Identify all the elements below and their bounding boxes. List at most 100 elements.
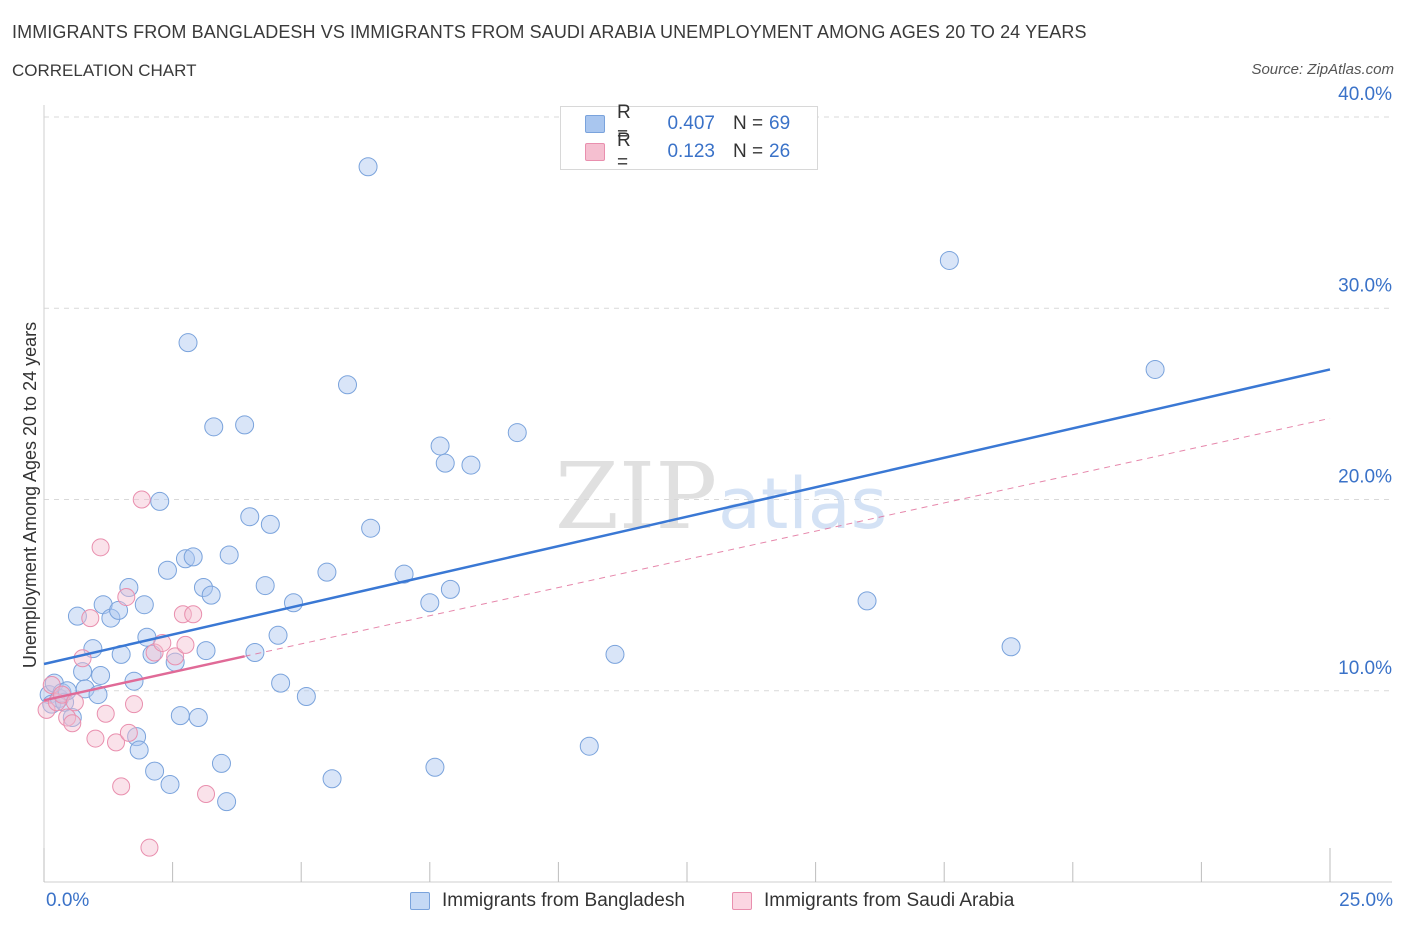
source-note: Source: ZipAtlas.com xyxy=(1251,61,1394,78)
point-bangladesh xyxy=(193,577,213,597)
point-bangladesh xyxy=(175,549,195,569)
point-bangladesh xyxy=(134,595,154,615)
point-saudi-arabia xyxy=(112,777,131,796)
point-saudi-arabia xyxy=(145,643,164,662)
point-bangladesh xyxy=(91,665,111,685)
point-bangladesh xyxy=(271,673,291,693)
point-bangladesh xyxy=(101,608,121,628)
point-bangladesh xyxy=(157,560,177,580)
legend-r-label: R = xyxy=(617,130,631,173)
legend-n-label: N = xyxy=(733,113,764,134)
point-bangladesh xyxy=(219,545,239,565)
y-tick-label: 40.0% xyxy=(1338,84,1392,105)
legend-row-bangladesh: R = 0.407 N = 69 xyxy=(585,102,791,145)
y-tick-label: 20.0% xyxy=(1338,467,1392,488)
point-bangladesh xyxy=(605,644,625,664)
point-saudi-arabia xyxy=(73,649,92,668)
point-saudi-arabia xyxy=(125,695,144,714)
correlation-legend: R = 0.407 N = 69 R = 0.123 N = 26 xyxy=(560,102,818,173)
legend-r-label: R = xyxy=(617,102,631,145)
point-saudi-arabia xyxy=(58,708,77,727)
point-bangladesh xyxy=(183,547,203,567)
point-bangladesh xyxy=(361,518,381,538)
point-bangladesh xyxy=(62,708,82,728)
legend-swatch-bangladesh xyxy=(585,115,605,133)
point-bangladesh xyxy=(317,562,337,582)
point-saudi-arabia xyxy=(107,733,126,752)
point-bangladesh xyxy=(178,333,198,353)
point-bangladesh xyxy=(939,250,959,270)
point-saudi-arabia xyxy=(184,605,203,624)
point-saudi-arabia xyxy=(81,609,100,628)
watermark: ZIP atlas xyxy=(555,443,887,550)
point-bangladesh xyxy=(1001,637,1021,657)
point-bangladesh xyxy=(420,593,440,613)
legend-label-saudi-arabia: Immigrants from Saudi Arabia xyxy=(764,890,1015,911)
trend-line-saudi-arabia-extension xyxy=(244,417,1331,657)
legend-r-value: 0.123 xyxy=(667,141,715,162)
point-saudi-arabia xyxy=(86,729,105,748)
point-saudi-arabia xyxy=(63,714,82,733)
trend-line-saudi-arabia xyxy=(43,655,245,702)
point-bangladesh xyxy=(142,644,162,664)
point-bangladesh xyxy=(211,753,231,773)
point-bangladesh xyxy=(268,625,288,645)
point-bangladesh xyxy=(196,641,216,661)
point-bangladesh xyxy=(235,415,255,435)
series-legend: Immigrants from Bangladesh Immigrants fr… xyxy=(0,890,1406,916)
point-bangladesh xyxy=(425,757,445,777)
y-tick-label: 30.0% xyxy=(1338,275,1392,296)
y-tick-label: 10.0% xyxy=(1338,658,1392,679)
point-bangladesh xyxy=(440,579,460,599)
legend-label-bangladesh: Immigrants from Bangladesh xyxy=(442,890,685,911)
legend-swatch-saudi-arabia xyxy=(585,143,605,161)
legend-row-saudi-arabia: R = 0.123 N = 26 xyxy=(585,130,791,173)
point-saudi-arabia xyxy=(132,490,151,509)
trend-line-bangladesh xyxy=(43,368,1331,666)
legend-swatch-saudi-arabia xyxy=(732,892,752,910)
point-bangladesh xyxy=(579,736,599,756)
x-tick-label-min: 0.0% xyxy=(46,890,90,911)
point-bangladesh xyxy=(461,455,481,475)
legend-r-value: 0.407 xyxy=(667,113,715,134)
point-saudi-arabia xyxy=(65,693,84,712)
point-saudi-arabia xyxy=(117,588,136,607)
legend-item-bangladesh: Immigrants from Bangladesh xyxy=(410,890,685,912)
legend-n-value: 69 xyxy=(769,113,791,134)
legend-n-value: 26 xyxy=(769,141,791,162)
point-saudi-arabia xyxy=(119,723,138,742)
point-bangladesh xyxy=(394,564,414,584)
point-bangladesh xyxy=(1145,359,1165,379)
point-bangladesh xyxy=(857,591,877,611)
point-bangladesh xyxy=(145,761,165,781)
point-saudi-arabia xyxy=(96,704,115,723)
point-bangladesh xyxy=(150,491,170,511)
point-bangladesh xyxy=(204,417,224,437)
point-saudi-arabia xyxy=(197,785,216,804)
point-bangladesh xyxy=(201,585,221,605)
point-bangladesh xyxy=(137,627,157,647)
point-saudi-arabia xyxy=(176,635,195,654)
point-bangladesh xyxy=(322,769,342,789)
chart-subtitle: CORRELATION CHART xyxy=(12,61,197,80)
point-saudi-arabia xyxy=(140,838,159,857)
point-saudi-arabia xyxy=(173,605,192,624)
legend-item-saudi-arabia: Immigrants from Saudi Arabia xyxy=(732,890,1014,912)
axes: 10.0% 20.0% 30.0% 40.0% xyxy=(43,84,1392,883)
point-bangladesh xyxy=(435,453,455,473)
point-bangladesh xyxy=(296,686,316,706)
gridlines xyxy=(44,116,1392,692)
x-tick-label-max: 25.0% xyxy=(1339,890,1393,911)
legend-n-label: N = xyxy=(733,141,764,162)
y-axis-title: Unemployment Among Ages 20 to 24 years xyxy=(20,322,40,668)
point-bangladesh xyxy=(170,706,190,726)
chart-title: IMMIGRANTS FROM BANGLADESH VS IMMIGRANTS… xyxy=(12,22,1087,42)
point-bangladesh xyxy=(337,375,357,395)
watermark-zip: ZIP xyxy=(555,443,717,550)
point-bangladesh xyxy=(129,740,149,760)
point-saudi-arabia xyxy=(37,700,56,719)
point-bangladesh xyxy=(245,643,265,662)
point-bangladesh xyxy=(188,708,208,728)
point-bangladesh xyxy=(217,792,237,812)
